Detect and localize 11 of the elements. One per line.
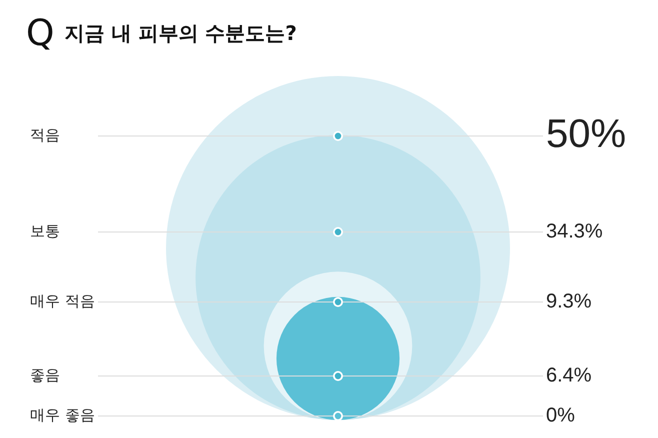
category-label: 매우 적음 (30, 292, 95, 310)
category-label: 매우 좋음 (30, 406, 95, 424)
category-label: 보통 (30, 222, 60, 240)
category-label: 좋음 (30, 366, 60, 384)
data-label: 9.3% (546, 290, 592, 313)
data-label: 50% (546, 112, 626, 156)
text: Q 지금 내 피부의 수분도는? (26, 12, 297, 54)
category-label: 적음 (30, 126, 60, 144)
data-label: 0% (546, 404, 576, 427)
data-label: 6.4% (546, 364, 592, 387)
data-label: 34.3% (546, 220, 603, 243)
